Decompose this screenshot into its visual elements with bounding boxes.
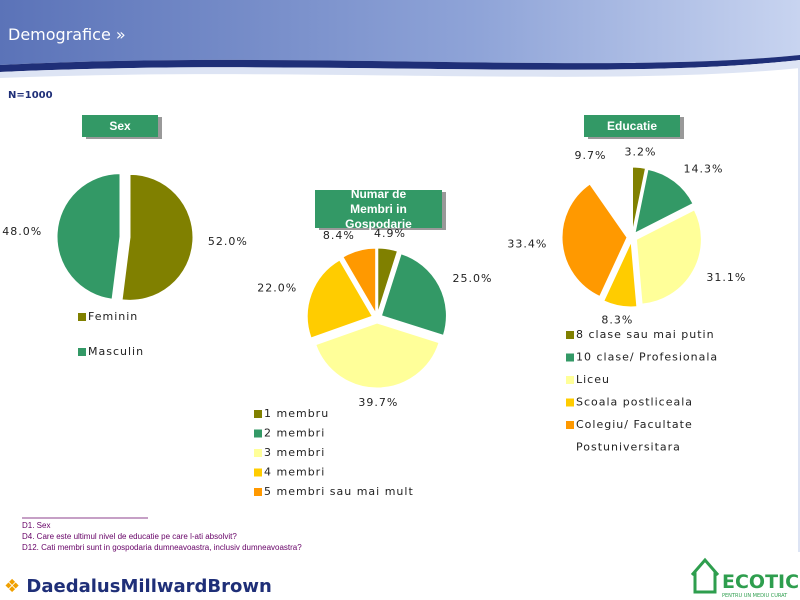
- title-box: [584, 115, 680, 137]
- chart-title: Educatie: [606, 118, 657, 133]
- legend-swatch: [254, 488, 262, 496]
- legend-swatch: [254, 468, 262, 477]
- legend-label: Feminin: [88, 310, 138, 323]
- legend-swatch: [566, 443, 574, 452]
- legend-swatch: [566, 421, 574, 429]
- logo-left-text: DaedalusMillwardBrown: [26, 576, 271, 597]
- chart-title: Numar de Membri in Gospodarie: [345, 186, 412, 231]
- title-box: [82, 115, 158, 137]
- pie-slice: [377, 247, 399, 314]
- value-label: 52.0%: [208, 235, 248, 248]
- pie-slice: [121, 173, 194, 301]
- value-label: 14.3%: [683, 162, 723, 175]
- pie-slice: [635, 209, 702, 305]
- pie-slice: [603, 240, 638, 308]
- pie-slice: [592, 166, 631, 234]
- value-label: 48.0%: [2, 225, 42, 238]
- legend-swatch: [566, 353, 574, 362]
- footnote: D4. Care este ultimul nivel de educatie …: [22, 532, 237, 541]
- value-label: 22.0%: [257, 282, 297, 295]
- pie-slice: [561, 183, 628, 298]
- legend-label: 2 membri: [264, 427, 325, 440]
- logo-house: [690, 557, 720, 594]
- legend-label: 3 membri: [264, 446, 325, 459]
- legend-swatch: [78, 313, 86, 321]
- legend-label: 5 membri sau mai mult: [264, 485, 414, 498]
- pie-slice: [315, 322, 440, 389]
- legend-swatch: [566, 331, 574, 339]
- value-label: 39.7%: [358, 396, 398, 409]
- pie-slice: [306, 259, 374, 339]
- header-band: [0, 0, 800, 65]
- value-label: 9.7%: [575, 149, 607, 162]
- legend-swatch: [254, 410, 262, 418]
- legend-label: Colegiu/ Facultate: [576, 418, 693, 431]
- legend-label: 4 membri: [264, 466, 325, 479]
- value-label: 8.3%: [601, 314, 633, 327]
- footnote: D12. Cati membri sunt in gospodaria dumn…: [22, 543, 302, 552]
- value-label: 33.4%: [507, 237, 547, 250]
- legend-label: 8 clase sau mai putin: [576, 328, 715, 341]
- pie-slice: [632, 166, 647, 233]
- legend-label: Scoala postliceala: [576, 396, 693, 409]
- page-title: Demografice »: [8, 25, 126, 44]
- sample-size: N=1000: [8, 90, 53, 101]
- legend-label: Masculin: [88, 345, 144, 358]
- header-wave: [0, 55, 800, 72]
- legend-label: Postuniversitara: [576, 441, 681, 454]
- pie-slice: [634, 168, 694, 234]
- pie-slice: [342, 247, 377, 316]
- chart-title: Sex: [109, 118, 131, 133]
- legend-label: 1 membru: [264, 407, 329, 420]
- value-label: 31.1%: [706, 271, 746, 284]
- legend-swatch: [566, 376, 574, 384]
- value-label: 3.2%: [625, 145, 657, 158]
- pie-slice: [56, 173, 121, 300]
- legend-swatch: [566, 398, 574, 407]
- pie-slice: [380, 253, 447, 337]
- title-box: [315, 190, 442, 228]
- legend-swatch: [254, 449, 262, 457]
- legend-swatch: [78, 348, 86, 356]
- value-label: 8.4%: [323, 229, 355, 242]
- header-wave: [0, 60, 800, 78]
- legend-label: 10 clase/ Profesionala: [576, 351, 718, 364]
- value-label: 25.0%: [452, 272, 492, 285]
- logo-left: ❖ DaedalusMillwardBrown: [4, 576, 272, 597]
- footnote: D1. Sex: [22, 521, 51, 530]
- legend-swatch: [254, 429, 262, 438]
- logo-right: ECOTIC: [722, 571, 799, 593]
- legend-label: Liceu: [576, 373, 610, 386]
- logo-tagline: PENTRU UN MEDIU CURAT: [722, 593, 788, 599]
- value-label: 4.9%: [374, 227, 406, 240]
